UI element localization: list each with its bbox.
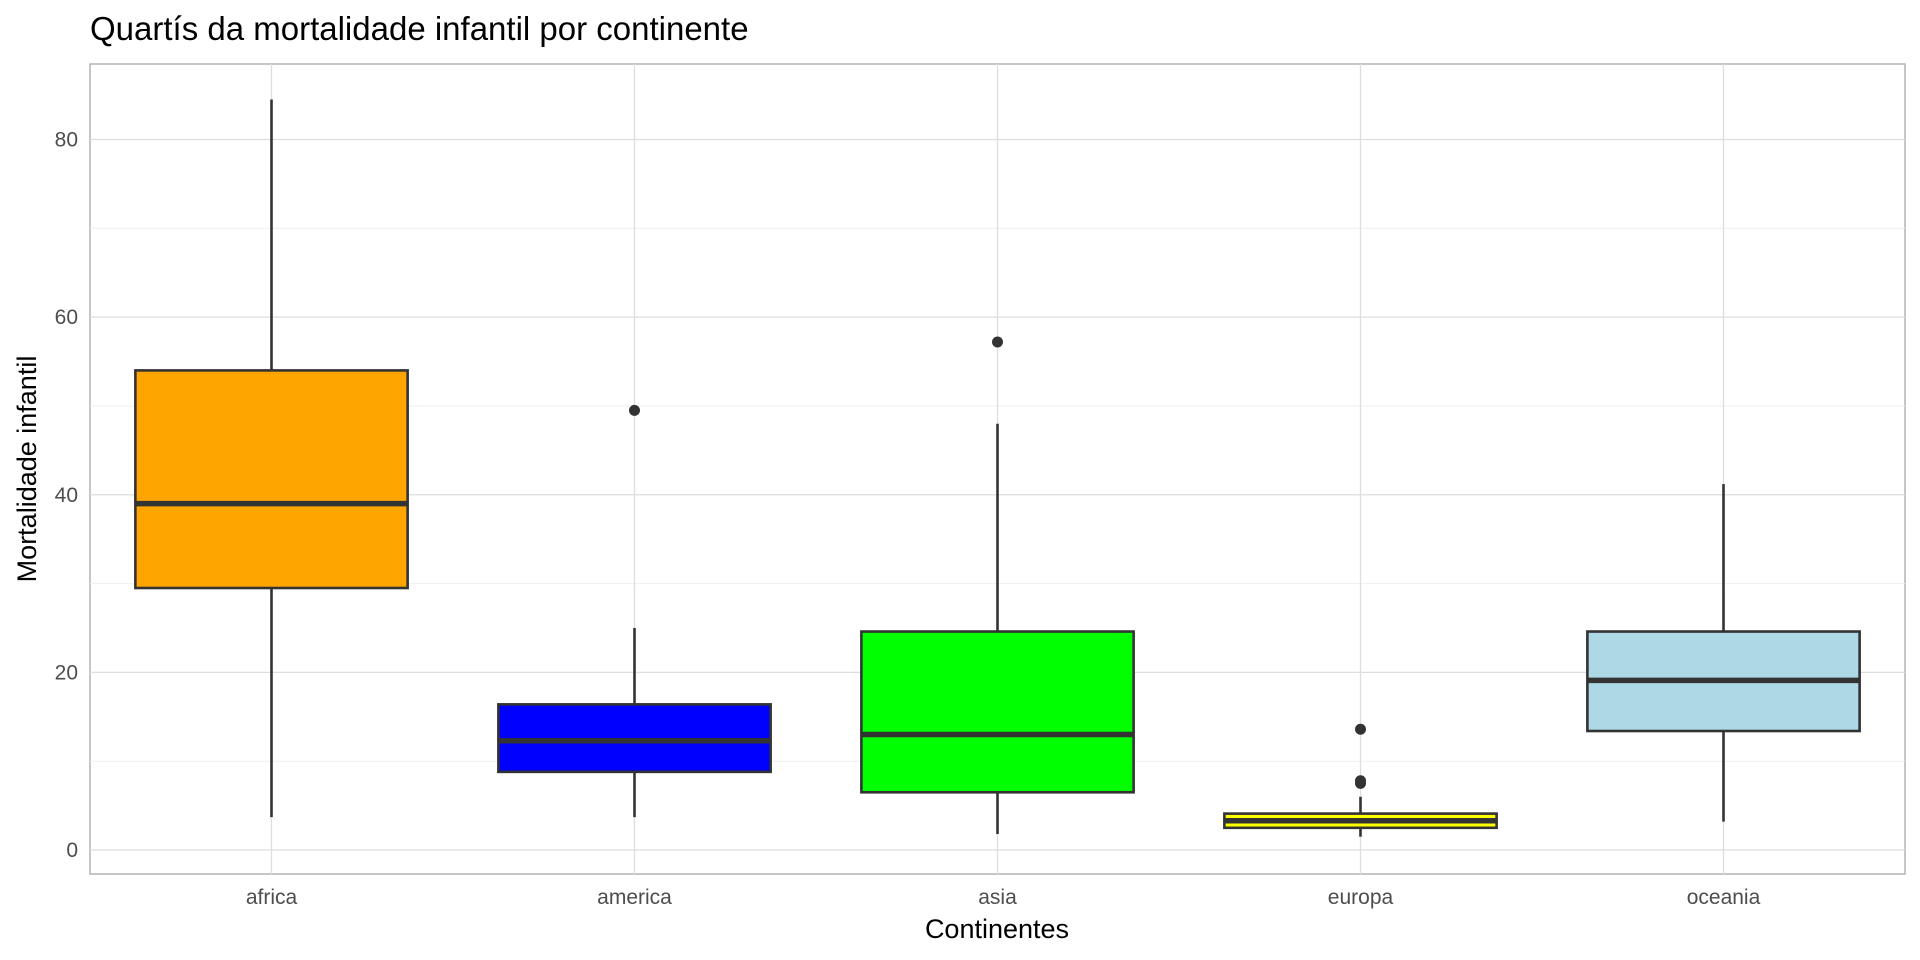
outlier-point [992,336,1003,348]
box-africa [134,99,409,818]
box-oceania [1586,484,1861,822]
y-tick-label: 0 [66,839,78,862]
x-tick-label: oceania [1687,886,1761,909]
iqr-box [860,630,1135,794]
outlier-point [1355,775,1366,787]
y-tick-label: 60 [55,306,78,329]
outlier-point [629,404,640,416]
y-tick-label: 40 [55,484,78,507]
y-axis-title: Mortalidade infantil [12,356,42,583]
box-asia [860,336,1135,835]
y-tick-label: 20 [55,661,78,684]
x-tick-label: africa [246,886,298,909]
axis-labels: 0 20 40 60 80 africa america asia europa oceania [55,128,1761,909]
boxes [134,99,1861,837]
y-tick-label: 80 [55,128,78,151]
x-axis-title: Continentes [925,914,1069,944]
x-tick-label: america [597,886,672,909]
x-tick-label: europa [1328,886,1394,909]
chart-title: Quartís da mortalidade infantil por cont… [90,10,749,47]
x-tick-label: asia [978,886,1017,909]
outlier-point [1355,723,1366,735]
box-america [497,404,772,818]
iqr-box [134,369,409,590]
box-europa [1223,723,1498,837]
